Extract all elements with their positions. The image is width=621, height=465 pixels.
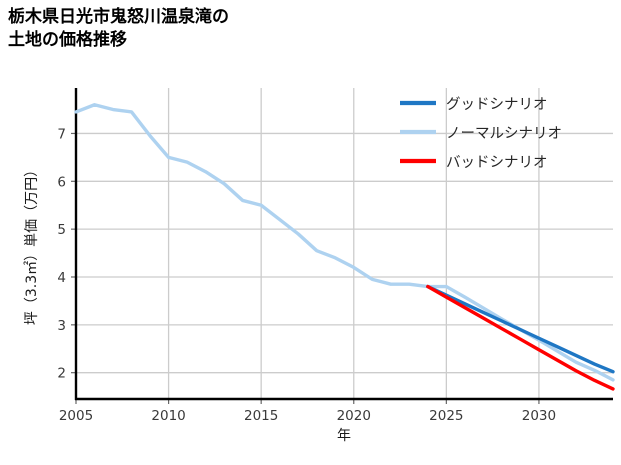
x-tick-label: 2005 [59, 408, 93, 424]
chart-title: 栃木県日光市鬼怒川温泉滝の 土地の価格推移 [8, 7, 229, 50]
y-tick-label: 6 [57, 174, 66, 190]
y-tick-label: 2 [57, 366, 66, 382]
y-tick-label: 5 [57, 222, 66, 238]
legend-label: ノーマルシナリオ [446, 126, 562, 142]
y-axis-ticks: 2 3 4 5 6 7 [57, 126, 77, 382]
legend-label: バッドシナリオ [446, 155, 548, 171]
series-line-bad [426, 284, 615, 391]
series-line-good [426, 284, 615, 374]
x-axis-ticks: 2005 2010 2015 2020 2025 2030 [59, 399, 556, 424]
y-axis-title: 坪（3.3㎡）単価（万円） [24, 163, 40, 325]
legend-label: グッドシナリオ [446, 96, 548, 113]
x-tick-label: 2030 [522, 408, 556, 424]
y-tick-label: 4 [57, 270, 66, 286]
y-tick-label: 7 [57, 126, 66, 142]
x-axis-title: 年 [337, 428, 351, 444]
series-line-normal [74, 103, 615, 382]
y-tick-label: 3 [57, 318, 66, 334]
x-tick-label: 2010 [151, 408, 185, 424]
x-tick-label: 2025 [429, 408, 463, 424]
x-tick-label: 2015 [244, 408, 278, 424]
x-tick-label: 2020 [337, 408, 371, 424]
data-series-group [74, 103, 615, 391]
